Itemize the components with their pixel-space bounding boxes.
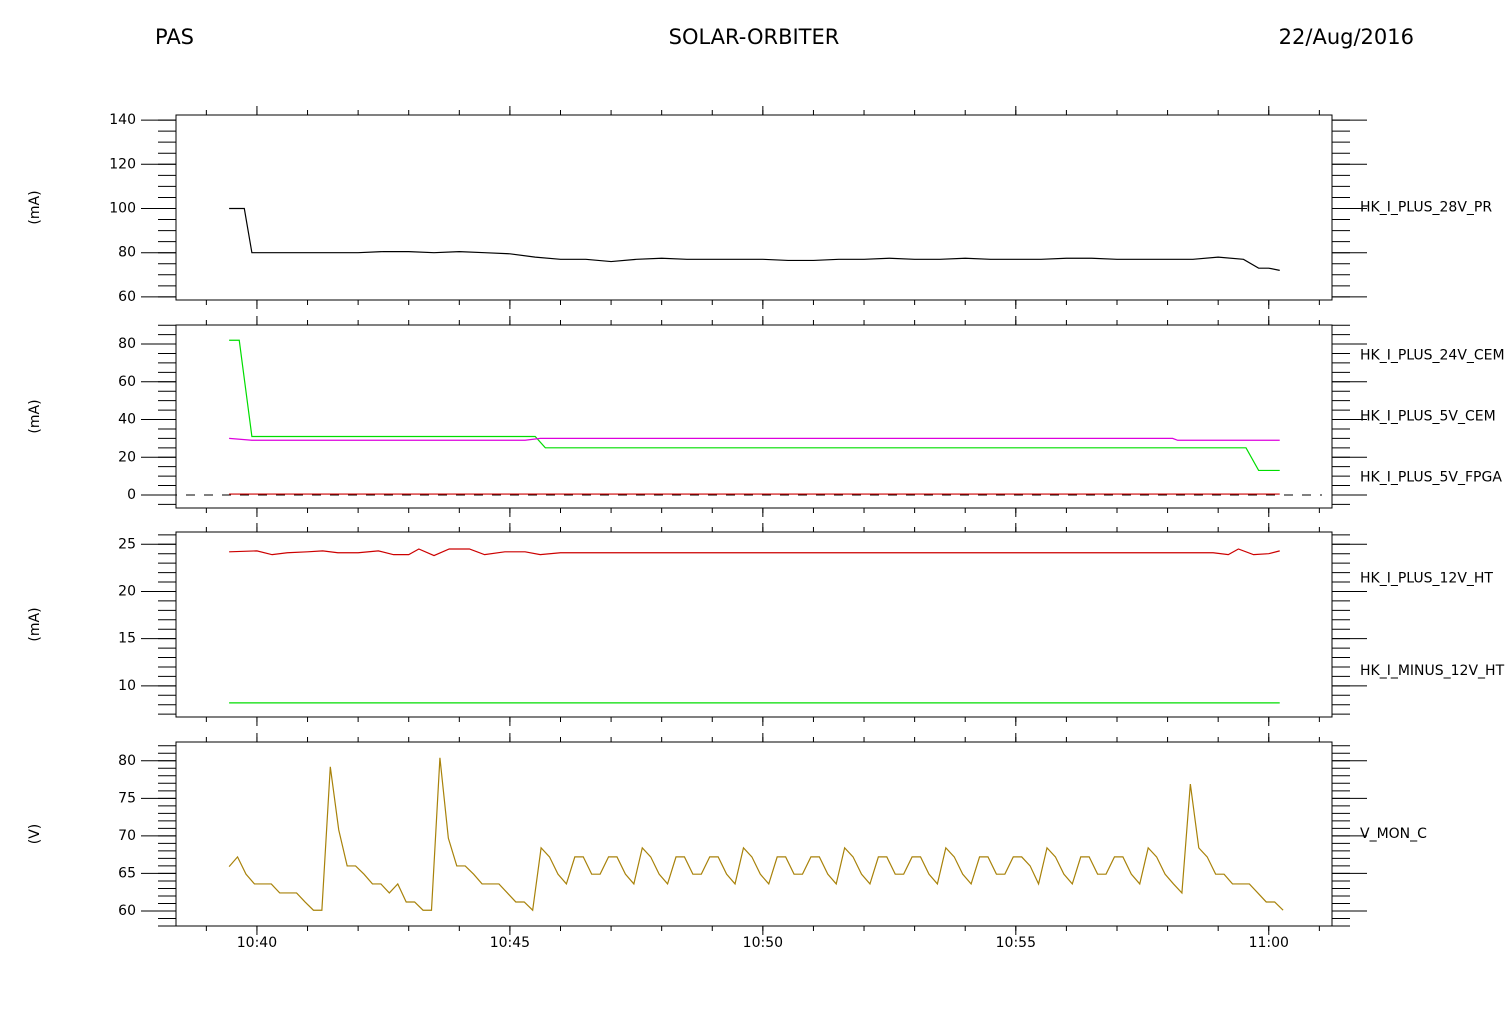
legend-label: HK_I_PLUS_28V_PR [1360, 200, 1492, 216]
x-tick-label: 11:00 [1249, 935, 1289, 951]
y-tick-label: 140 [109, 112, 136, 128]
plot-frame [175, 324, 1333, 509]
y-tick-label: 70 [118, 828, 136, 844]
legend-label: HK_I_MINUS_12V_HT [1360, 663, 1505, 679]
y-tick-label: 20 [118, 449, 136, 465]
y-tick-label: 60 [118, 374, 136, 390]
y-tick-label: 0 [127, 487, 136, 503]
x-tick-label: 10:50 [743, 935, 783, 951]
header-date: 22/Aug/2016 [1279, 25, 1414, 49]
data-line [229, 437, 1280, 441]
legend-label: HK_I_PLUS_12V_HT [1360, 570, 1493, 586]
legend-label: HK_I_PLUS_24V_CEM [1360, 348, 1505, 364]
plot-frame [175, 741, 1333, 927]
y-tick-label: 75 [118, 790, 136, 806]
y-tick-label: 25 [118, 536, 136, 552]
data-line [229, 339, 1280, 472]
data-line [229, 207, 1280, 271]
y-tick-label: 60 [118, 289, 136, 305]
plot-frame [175, 531, 1333, 718]
y-tick-label: 80 [118, 753, 136, 769]
y-tick-label: 100 [109, 200, 136, 216]
y-tick-label: 20 [118, 583, 136, 599]
x-tick-label: 10:45 [490, 935, 530, 951]
plot-frame [175, 114, 1333, 301]
header-title: SOLAR-ORBITER [669, 25, 840, 49]
data-line [229, 548, 1280, 557]
y-tick-label: 60 [118, 903, 136, 919]
y-axis-label: (mA) [27, 399, 43, 433]
x-tick-label: 10:40 [237, 935, 277, 951]
legend-label: HK_I_PLUS_5V_CEM [1360, 409, 1496, 425]
y-tick-label: 80 [118, 245, 136, 261]
y-tick-label: 80 [118, 336, 136, 352]
legend-label: HK_I_PLUS_5V_FPGA [1360, 470, 1502, 486]
x-tick-label: 10:55 [996, 935, 1036, 951]
y-tick-label: 40 [118, 412, 136, 428]
header-left: PAS [155, 25, 194, 49]
y-tick-label: 120 [109, 156, 136, 172]
legend-label: V_MON_C [1360, 826, 1427, 842]
y-axis-label: (mA) [27, 607, 43, 641]
y-tick-label: 10 [118, 678, 136, 694]
y-tick-label: 65 [118, 865, 136, 881]
y-axis-label: (V) [27, 824, 43, 845]
y-tick-label: 15 [118, 631, 136, 647]
y-axis-label: (mA) [27, 190, 43, 224]
data-line [228, 757, 1284, 912]
